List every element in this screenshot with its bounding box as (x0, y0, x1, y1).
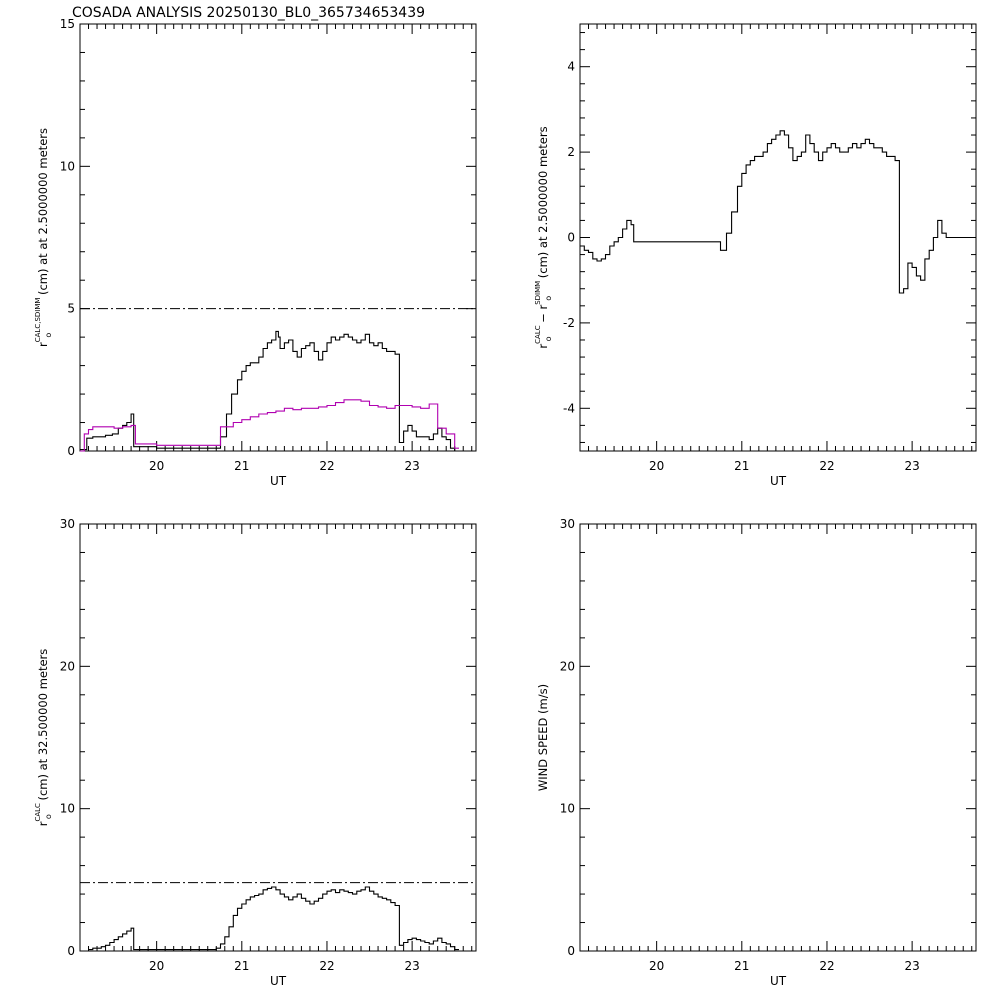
x-tick-label: 20 (149, 959, 164, 973)
x-tick-label: 22 (819, 459, 834, 473)
panel-difference: 20 21 22 23 -4 -2 0 2 4 UT rCALC o − rSDIMM o (cm) a… (534, 23, 977, 488)
y-tick-label: 10 (60, 159, 75, 173)
x-tick-label: 23 (904, 459, 919, 473)
x-axis-label: UT (770, 974, 787, 988)
x-tick-label: 21 (234, 459, 249, 473)
series-line-0 (88, 886, 459, 951)
y-axis-label: rCALC o (cm) at 32.500000 meters (34, 649, 53, 827)
y-tick-label: 5 (67, 302, 75, 316)
x-tick-label: 21 (734, 959, 749, 973)
y-tick-label: 0 (567, 231, 575, 245)
plot-frame (579, 23, 977, 452)
plot-frame (579, 523, 977, 952)
series-line-1 (80, 399, 459, 452)
x-tick-label: 23 (404, 459, 419, 473)
x-axis-label: UT (270, 974, 287, 988)
x-tick-label: 21 (234, 959, 249, 973)
y-tick-label: 2 (567, 145, 575, 159)
series-line-0 (80, 330, 459, 452)
x-tick-label: 21 (734, 459, 749, 473)
y-tick-label: -4 (563, 401, 575, 415)
y-tick-label: 0 (67, 944, 75, 958)
panel-roc-sdimm: 20 21 22 23 0 5 10 15 UT rCALC,SDIMM o (cm) at at … (34, 17, 477, 488)
y-tick-label: 20 (560, 659, 575, 673)
x-tick-label: 22 (319, 959, 334, 973)
x-tick-label: 20 (149, 459, 164, 473)
y-tick-label: 0 (67, 444, 75, 458)
figure-title: COSADA ANALYSIS 20250130_BL0_36573465343… (72, 5, 425, 21)
x-tick-label: 22 (319, 459, 334, 473)
x-tick-label: 23 (904, 959, 919, 973)
x-tick-label: 20 (649, 459, 664, 473)
y-tick-label: 10 (60, 802, 75, 816)
plot-frame (79, 523, 477, 952)
y-tick-label: 0 (567, 944, 575, 958)
y-tick-label: 4 (567, 60, 575, 74)
y-tick-label: 15 (60, 17, 75, 31)
series-line-0 (580, 130, 976, 294)
y-axis-label: rCALC,SDIMM o (cm) at at 2.5000000 meters (34, 128, 53, 347)
x-tick-label: 22 (819, 959, 834, 973)
y-axis-label: WIND SPEED (m/s) (536, 684, 550, 791)
y-tick-label: 30 (560, 517, 575, 531)
y-tick-label: 30 (60, 517, 75, 531)
plot-frame (79, 23, 477, 452)
y-tick-label: -2 (563, 316, 575, 330)
y-tick-label: 10 (560, 802, 575, 816)
x-tick-label: 23 (404, 959, 419, 973)
y-tick-label: 20 (60, 659, 75, 673)
x-tick-label: 20 (649, 959, 664, 973)
y-axis-label: rCALC o − rSDIMM o (cm) at 2.5000000 meter… (534, 126, 553, 348)
panel-roc-32m: 20 21 22 23 0 10 20 30 UT rCALC o (cm) at 32.50000… (34, 517, 477, 988)
x-axis-label: UT (270, 474, 287, 488)
x-axis-label: UT (770, 474, 787, 488)
panel-wind-speed: 20 21 22 23 0 10 20 30 UT WIND SPEED (m/s) (536, 517, 977, 988)
